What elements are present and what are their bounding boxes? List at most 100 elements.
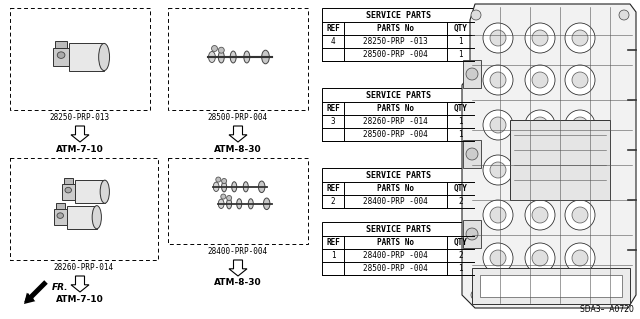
Circle shape xyxy=(471,10,481,20)
Circle shape xyxy=(572,250,588,266)
Ellipse shape xyxy=(248,199,253,209)
Text: SERVICE PARTS: SERVICE PARTS xyxy=(365,11,431,19)
Ellipse shape xyxy=(65,187,72,193)
Text: 1: 1 xyxy=(458,264,463,273)
Bar xyxy=(10,8,150,110)
Text: 1: 1 xyxy=(331,251,335,260)
Ellipse shape xyxy=(57,213,63,219)
Circle shape xyxy=(483,110,513,140)
Bar xyxy=(480,275,622,297)
Circle shape xyxy=(525,155,555,185)
Bar xyxy=(322,168,474,208)
Circle shape xyxy=(525,243,555,273)
Ellipse shape xyxy=(99,43,109,70)
Ellipse shape xyxy=(262,50,269,64)
Ellipse shape xyxy=(221,182,227,192)
Circle shape xyxy=(525,200,555,230)
Ellipse shape xyxy=(221,194,226,199)
Bar xyxy=(463,220,481,248)
Text: REF: REF xyxy=(326,24,340,33)
Text: 2: 2 xyxy=(331,197,335,206)
Ellipse shape xyxy=(227,199,232,209)
Text: 4: 4 xyxy=(331,37,335,46)
Ellipse shape xyxy=(237,199,242,209)
Bar xyxy=(56,41,67,48)
Circle shape xyxy=(532,250,548,266)
Circle shape xyxy=(532,72,548,88)
Text: 28500-PRP -004: 28500-PRP -004 xyxy=(363,130,428,139)
Text: 28250-PRP -013: 28250-PRP -013 xyxy=(363,37,428,46)
Text: QTY: QTY xyxy=(454,184,467,193)
Circle shape xyxy=(619,10,629,20)
Polygon shape xyxy=(229,126,247,142)
Text: QTY: QTY xyxy=(454,24,467,33)
Bar xyxy=(322,88,474,141)
Text: REF: REF xyxy=(326,184,340,193)
Text: SDA3–  A0720: SDA3– A0720 xyxy=(580,305,634,314)
Circle shape xyxy=(619,290,629,300)
Circle shape xyxy=(565,155,595,185)
Circle shape xyxy=(471,290,481,300)
Text: REF: REF xyxy=(326,104,340,113)
Ellipse shape xyxy=(232,182,237,192)
Bar xyxy=(10,158,158,260)
Ellipse shape xyxy=(209,51,215,63)
Text: PARTS No: PARTS No xyxy=(377,104,414,113)
Circle shape xyxy=(565,110,595,140)
Circle shape xyxy=(490,117,506,133)
Circle shape xyxy=(490,250,506,266)
Ellipse shape xyxy=(221,179,227,183)
Circle shape xyxy=(565,23,595,53)
Circle shape xyxy=(490,72,506,88)
Ellipse shape xyxy=(264,198,270,210)
Text: 28400-PRP-004: 28400-PRP-004 xyxy=(208,247,268,256)
Ellipse shape xyxy=(213,182,219,191)
Circle shape xyxy=(466,148,478,160)
Text: ATM-7-10: ATM-7-10 xyxy=(56,295,104,304)
Text: SERVICE PARTS: SERVICE PARTS xyxy=(365,170,431,180)
Circle shape xyxy=(525,23,555,53)
Text: 1: 1 xyxy=(458,130,463,139)
Text: 28400-PRP -004: 28400-PRP -004 xyxy=(363,197,428,206)
Bar xyxy=(472,268,630,304)
Ellipse shape xyxy=(218,51,224,63)
Circle shape xyxy=(525,110,555,140)
Circle shape xyxy=(532,162,548,178)
FancyArrow shape xyxy=(24,280,48,304)
Bar xyxy=(75,180,105,203)
Circle shape xyxy=(572,207,588,223)
Circle shape xyxy=(483,155,513,185)
Text: 1: 1 xyxy=(458,117,463,126)
Circle shape xyxy=(572,162,588,178)
Circle shape xyxy=(565,200,595,230)
Text: ATM-7-10: ATM-7-10 xyxy=(56,145,104,154)
Text: REF: REF xyxy=(326,238,340,247)
Text: FR.: FR. xyxy=(52,284,68,293)
Bar xyxy=(168,8,308,110)
Text: SERVICE PARTS: SERVICE PARTS xyxy=(365,91,431,100)
Polygon shape xyxy=(71,276,89,292)
Ellipse shape xyxy=(57,52,65,58)
Ellipse shape xyxy=(100,180,109,203)
Text: QTY: QTY xyxy=(454,238,467,247)
Text: SERVICE PARTS: SERVICE PARTS xyxy=(365,225,431,234)
Bar xyxy=(64,178,73,184)
Circle shape xyxy=(466,228,478,240)
Ellipse shape xyxy=(218,199,224,209)
Ellipse shape xyxy=(259,181,265,193)
Text: 2: 2 xyxy=(458,197,463,206)
Text: 28260-PRP-014: 28260-PRP-014 xyxy=(54,263,114,272)
Text: 28500-PRP -004: 28500-PRP -004 xyxy=(363,264,428,273)
Bar xyxy=(322,8,474,61)
Ellipse shape xyxy=(218,47,224,53)
Ellipse shape xyxy=(243,182,248,192)
Circle shape xyxy=(490,162,506,178)
Text: PARTS No: PARTS No xyxy=(377,184,414,193)
Bar xyxy=(168,158,308,244)
Bar xyxy=(510,120,610,200)
Circle shape xyxy=(532,117,548,133)
Text: QTY: QTY xyxy=(454,104,467,113)
Ellipse shape xyxy=(92,206,101,229)
Polygon shape xyxy=(462,4,636,308)
Circle shape xyxy=(532,30,548,46)
